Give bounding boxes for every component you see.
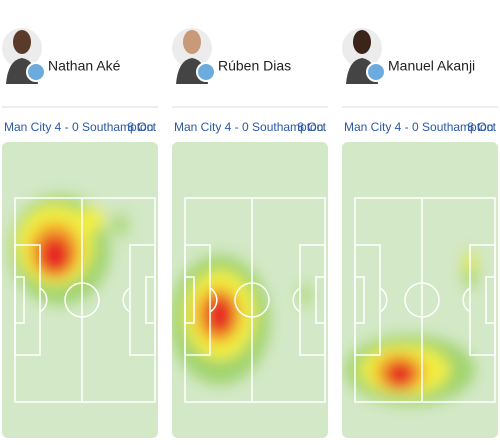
goal-box — [315, 276, 326, 324]
pitch — [172, 142, 328, 438]
player-name: Rúben Dias — [218, 58, 291, 74]
goal-box — [14, 276, 25, 324]
heatmap — [172, 255, 311, 385]
club-badge — [26, 62, 46, 82]
goal-box — [184, 276, 195, 324]
goal-box — [485, 276, 496, 324]
player-card: Manuel Akanji Man City 4 - 0 Southampton8… — [342, 28, 498, 178]
center-circle — [64, 282, 100, 318]
match-label: Man City 4 - 0 Southampton — [4, 120, 153, 134]
goal-box — [354, 276, 365, 324]
avatar-face — [353, 30, 371, 54]
match-date: 8 Oct — [297, 120, 326, 134]
heatmap — [345, 250, 478, 405]
penalty-arc — [122, 287, 131, 313]
pitch-lines — [184, 197, 326, 403]
center-circle — [404, 282, 440, 318]
pitch-lines — [354, 197, 496, 403]
match-label: Man City 4 - 0 Southampton — [174, 120, 323, 134]
avatar-face — [13, 30, 31, 54]
heat-blob — [112, 213, 128, 237]
match-date: 8 Oct — [127, 120, 156, 134]
heat-blob — [205, 295, 235, 335]
avatar-face — [183, 30, 201, 54]
club-badge — [196, 62, 216, 82]
heat-blob — [38, 235, 72, 275]
center-circle — [234, 282, 270, 318]
penalty-arc — [462, 287, 471, 313]
player-name: Nathan Aké — [48, 58, 121, 74]
pitch-lines — [14, 197, 156, 403]
penalty-arc — [292, 287, 301, 313]
match-label: Man City 4 - 0 Southampton — [344, 120, 493, 134]
club-badge — [366, 62, 386, 82]
penalty-arc — [379, 287, 388, 313]
heat-blob — [299, 283, 311, 307]
match-date: 8 Oct — [467, 120, 496, 134]
heat-blob — [76, 208, 104, 232]
player-name: Manuel Akanji — [388, 58, 475, 74]
penalty-arc — [39, 287, 48, 313]
heat-blob — [385, 360, 415, 390]
goal-box — [145, 276, 156, 324]
heatmap — [10, 195, 128, 305]
pitch — [2, 142, 158, 438]
penalty-arc — [209, 287, 218, 313]
pitch — [342, 142, 498, 438]
